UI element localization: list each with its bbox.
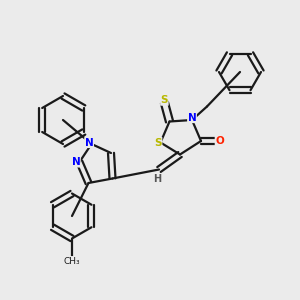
Text: N: N <box>188 112 196 123</box>
Text: N: N <box>85 137 94 148</box>
Text: N: N <box>71 157 80 167</box>
Text: CH₃: CH₃ <box>64 256 80 266</box>
Text: S: S <box>161 95 168 105</box>
Text: S: S <box>154 137 162 148</box>
Text: H: H <box>153 173 162 184</box>
Text: O: O <box>215 136 224 146</box>
